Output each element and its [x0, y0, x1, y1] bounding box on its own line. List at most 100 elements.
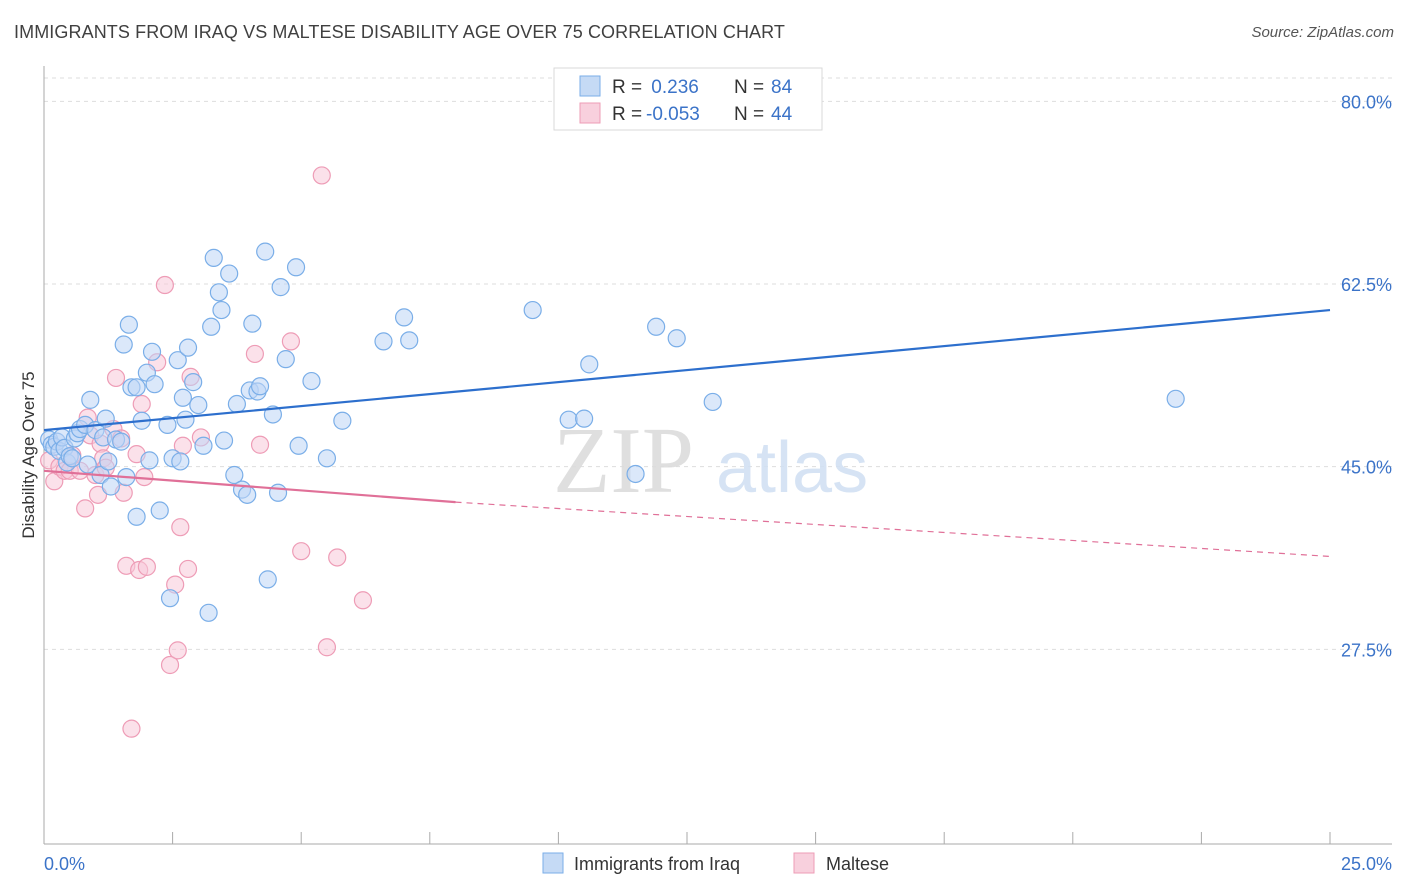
- maltese-point: [353, 591, 373, 610]
- iraq-point: [243, 314, 262, 333]
- iraq-point: [160, 589, 180, 608]
- maltese-point: [328, 548, 347, 567]
- iraq-point: [178, 338, 198, 357]
- iraq-point: [202, 317, 221, 336]
- iraq-point: [580, 355, 599, 374]
- iraq-point: [101, 477, 120, 496]
- iraq-point: [140, 451, 159, 470]
- iraq-point: [194, 436, 213, 455]
- iraq-point: [168, 351, 187, 370]
- iraq-point: [220, 264, 239, 283]
- bottom-legend-swatch-iraq: [542, 852, 564, 874]
- maltese-point: [122, 719, 141, 738]
- iraq-point: [289, 436, 308, 455]
- iraq-point: [559, 410, 578, 429]
- iraq-point: [523, 300, 542, 320]
- legend-swatch-iraq: [579, 75, 601, 97]
- iraq-point: [142, 342, 162, 361]
- iraq-point: [268, 483, 288, 502]
- gridlines: [44, 77, 1392, 650]
- iraq-point: [114, 335, 133, 354]
- iraq-point: [99, 452, 118, 471]
- iraq-point: [647, 317, 666, 336]
- maltese-point: [160, 655, 180, 675]
- maltese-point: [245, 344, 265, 364]
- iraq-point: [212, 300, 231, 320]
- trend-lines: [43, 308, 1331, 558]
- watermark: ZIP atlas: [553, 409, 868, 513]
- maltese-point: [106, 368, 126, 388]
- legend-n-label-iraq: N =: [734, 77, 764, 98]
- iraq-point: [112, 432, 131, 451]
- x-tick-label-right: 25.0%: [1341, 854, 1392, 874]
- maltese-point: [250, 435, 270, 454]
- legend-swatch-maltese: [579, 102, 601, 124]
- chart-title: IMMIGRANTS FROM IRAQ VS MALTESE DISABILI…: [14, 22, 786, 42]
- stats-legend: R = 0.236 N = 84 R = -0.053 N = 44: [553, 67, 823, 131]
- iraq-point: [626, 464, 645, 484]
- source-credit: Source: ZipAtlas.com: [1251, 24, 1394, 41]
- maltese-point: [155, 275, 174, 295]
- iraq-point: [400, 331, 419, 350]
- bottom-legend-swatch-maltese: [793, 852, 815, 874]
- x-tick-label-left: 0.0%: [44, 854, 85, 874]
- iraq-point: [667, 329, 686, 348]
- maltese-point: [88, 485, 108, 504]
- legend-n-label-maltese: N =: [734, 104, 764, 125]
- iraq-point: [302, 371, 321, 391]
- trend-line-maltese-extension: [455, 501, 1331, 558]
- iraq-point: [209, 283, 228, 302]
- iraq-point: [189, 395, 208, 415]
- iraq-point: [119, 315, 138, 334]
- iraq-point: [317, 449, 337, 468]
- maltese-point: [178, 559, 198, 579]
- y-tick-label: 80.0%: [1341, 92, 1392, 112]
- legend-n-value-maltese: 44: [771, 104, 793, 125]
- legend-r-label-iraq: R =: [612, 77, 642, 98]
- trend-line-iraq: [43, 308, 1331, 432]
- iraq-point: [1166, 389, 1185, 408]
- iraq-point: [250, 377, 270, 396]
- iraq-point: [63, 449, 82, 468]
- iraq-point: [225, 465, 244, 485]
- iraq-point: [575, 409, 594, 428]
- iraq-point: [256, 242, 275, 261]
- series-maltese: [40, 166, 373, 738]
- y-tick-label: 27.5%: [1341, 640, 1392, 660]
- iraq-point: [171, 452, 190, 471]
- maltese-point: [168, 641, 187, 660]
- y-tick-label: 62.5%: [1341, 275, 1392, 295]
- maltese-point: [317, 638, 337, 657]
- watermark-atlas: atlas: [716, 428, 868, 508]
- iraq-point: [227, 394, 246, 414]
- iraq-point: [374, 332, 393, 351]
- legend-r-label-maltese: R =: [612, 104, 642, 125]
- iraq-point: [173, 388, 192, 407]
- iraq-point: [286, 258, 306, 277]
- iraq-point: [703, 392, 722, 412]
- maltese-point: [292, 542, 311, 561]
- legend-n-value-iraq: 84: [771, 77, 793, 98]
- iraq-point: [150, 501, 169, 520]
- iraq-point: [333, 411, 352, 430]
- maltese-point: [281, 332, 301, 351]
- iraq-point: [81, 390, 100, 409]
- iraq-point: [271, 278, 290, 297]
- iraq-point: [158, 415, 177, 435]
- iraq-point: [394, 308, 414, 327]
- iraq-point: [176, 410, 195, 429]
- iraq-point: [214, 431, 234, 450]
- bottom-legend-label-iraq: Immigrants from Iraq: [574, 854, 740, 874]
- maltese-point: [137, 557, 156, 576]
- iraq-point: [145, 375, 164, 394]
- legend-r-value-maltese: -0.053: [646, 104, 700, 125]
- maltese-point: [132, 394, 151, 414]
- x-axis-labels: 0.0% 25.0%: [44, 854, 1392, 874]
- iraq-point: [238, 485, 257, 504]
- series-legend: Immigrants from Iraq Maltese: [542, 852, 889, 874]
- series-iraq: [40, 242, 1185, 622]
- legend-r-value-iraq: 0.236: [646, 77, 699, 98]
- maltese-point: [76, 499, 95, 518]
- y-tick-label: 45.0%: [1341, 458, 1392, 478]
